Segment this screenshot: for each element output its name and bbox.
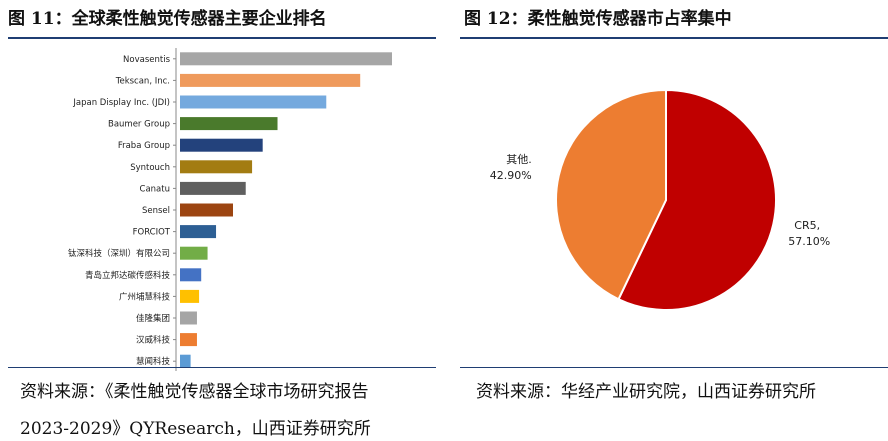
bar [180, 268, 202, 282]
source-rule-right [460, 367, 888, 368]
bar [180, 160, 253, 174]
title-rule-left [8, 37, 436, 39]
category-label: FORCIOT [133, 228, 171, 238]
bar [180, 354, 191, 368]
market-share-pie-chart: CR5, 57.10% 其他. 42.90% [490, 88, 830, 311]
bar [180, 246, 208, 260]
pie-slice [617, 88, 777, 311]
bar [180, 333, 197, 347]
bar [180, 73, 361, 87]
source-rule-left [8, 367, 436, 368]
pie-slice-label: 其他. [506, 153, 532, 166]
category-label: Baumer Group [108, 120, 170, 130]
category-label: Syntouch [130, 163, 170, 173]
category-label: Canatu [140, 184, 170, 194]
bar [180, 117, 278, 131]
pie-slice-value: 42.90% [490, 169, 532, 182]
source-note-right: 资料来源：华经产业研究院，山西证券研究所 [476, 382, 816, 402]
bar [180, 138, 263, 152]
source-note-left-line2: 2023-2029》QYResearch，山西证券研究所 [20, 419, 371, 439]
pie-slice-value: 57.10% [788, 235, 830, 248]
bar [180, 311, 197, 325]
bar [180, 52, 392, 66]
category-label: 钛深科技（深圳）有限公司 [68, 248, 170, 259]
category-label: Japan Display Inc. (JDI) [72, 98, 170, 108]
category-label: 广州埔慧科技 [119, 291, 171, 302]
bar [180, 203, 233, 217]
category-label: Sensel [142, 206, 170, 216]
pie-slice-label: CR5, [794, 219, 820, 232]
category-label: 佳隆集团 [136, 313, 170, 324]
bar [180, 181, 246, 195]
category-label: Novasentis [123, 55, 171, 65]
bar [180, 289, 200, 303]
figure-11-title: 图 11：全球柔性触觉传感器主要企业排名 [8, 9, 327, 29]
category-label: 青岛立邦达碳传感科技 [85, 270, 171, 281]
category-label: Fraba Group [118, 141, 170, 151]
bar [180, 225, 217, 239]
title-rule-right [460, 37, 888, 39]
category-label: 慧闻科技 [136, 356, 171, 367]
figure-12-title: 图 12：柔性触觉传感器市占率集中 [464, 9, 732, 29]
category-label: Tekscan, Inc. [115, 76, 170, 86]
category-label: 汉威科技 [136, 335, 171, 346]
source-note-left-line1: 资料来源：《柔性触觉传感器全球市场研究报告 [20, 382, 369, 402]
company-ranking-bar-chart: Novasentis Tekscan, Inc. Japan Display Inc… [68, 48, 392, 371]
bar [180, 95, 327, 109]
pie-slice [555, 88, 667, 301]
